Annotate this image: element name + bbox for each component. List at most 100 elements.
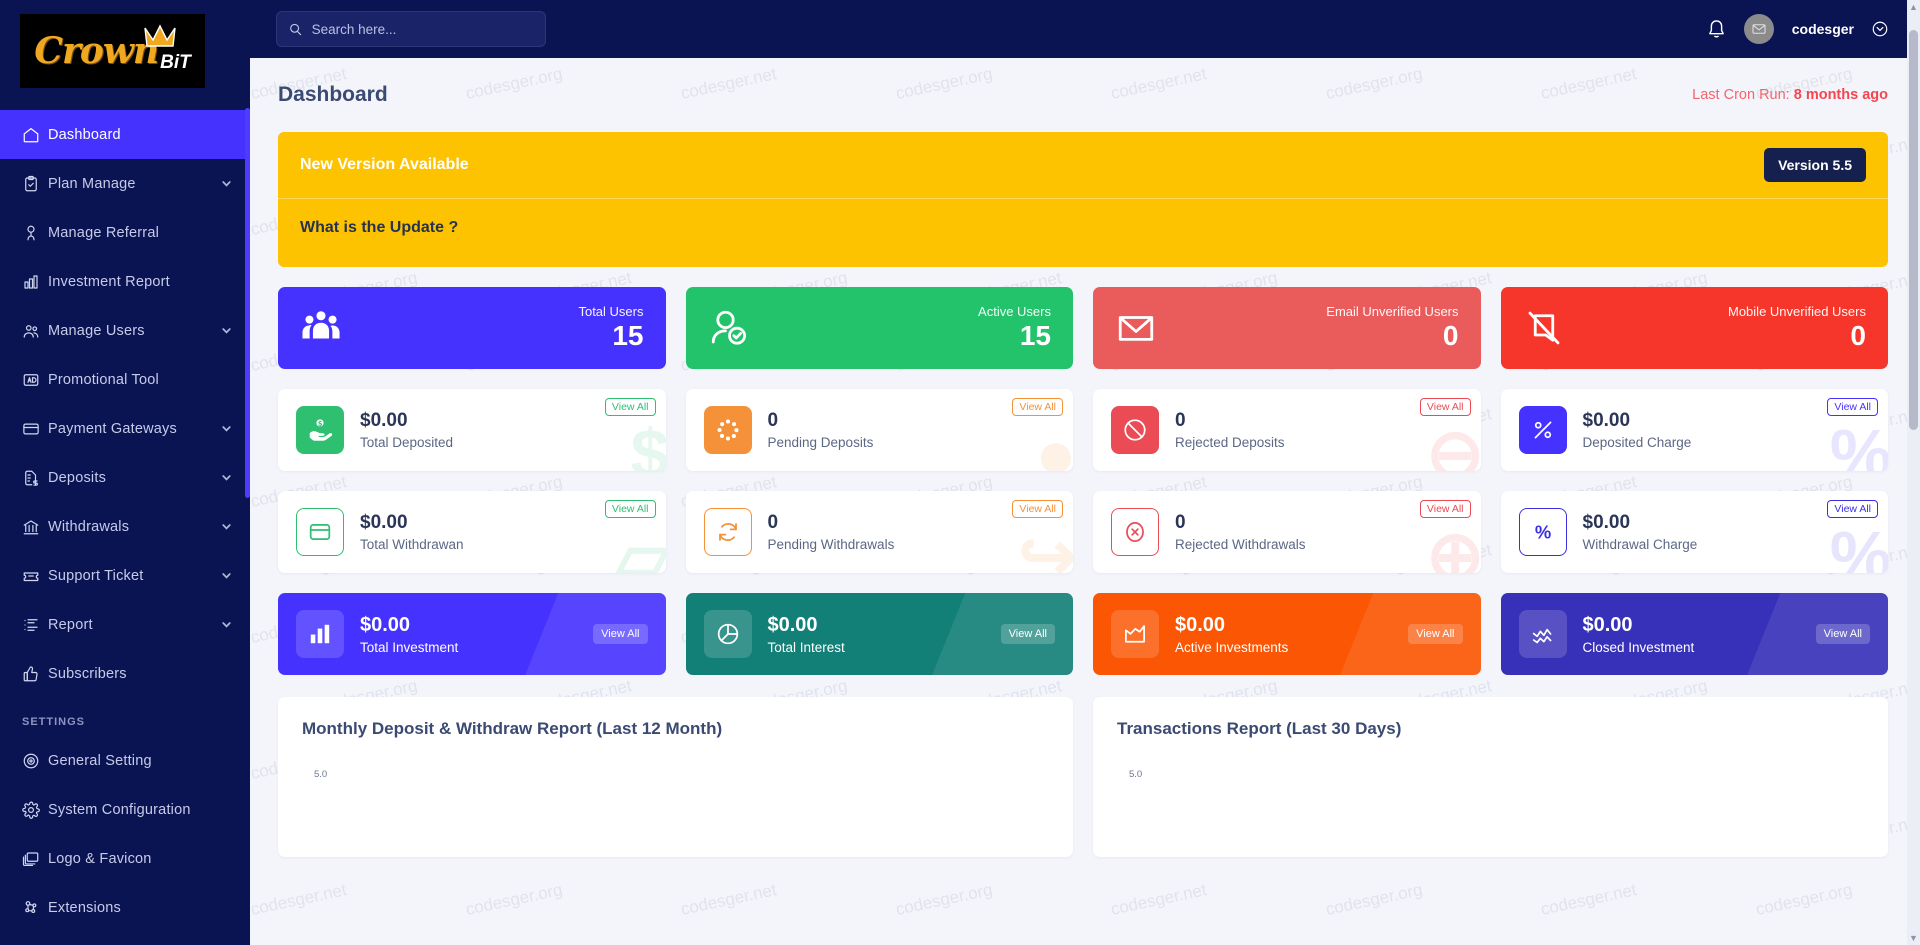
- sidebar-item-extensions[interactable]: Extensions: [0, 883, 250, 932]
- sidebar-item-promotional-tool[interactable]: Promotional Tool: [0, 355, 250, 404]
- stat-card-label: Active Investments: [1175, 640, 1289, 655]
- stat-card-mobile-unverified-users[interactable]: Mobile Unverified Users 0: [1500, 287, 1888, 369]
- stat-card-total-investment[interactable]: $0.00 Total Investment View All: [278, 593, 666, 675]
- sidebar-item-support-ticket[interactable]: Support Ticket: [0, 551, 250, 600]
- stat-card-value: 0: [767, 511, 779, 533]
- user-stats-row: Total Users 15 Active Users 15 Email Unv…: [278, 287, 1888, 369]
- group-users-icon: [300, 307, 360, 349]
- sidebar-item-label: Dashboard: [48, 126, 121, 143]
- crown-icon: [144, 24, 176, 47]
- sidebar-item-deposits[interactable]: Deposits: [0, 453, 250, 502]
- sidebar-item-label: Payment Gateways: [48, 420, 177, 437]
- view-all-button[interactable]: View All: [1419, 398, 1471, 416]
- sidebar-item-investment-report[interactable]: Investment Report: [0, 257, 250, 306]
- scroll-thumb[interactable]: [1909, 30, 1918, 430]
- stat-card-value: $0.00: [1582, 614, 1633, 636]
- stat-card-text: $0.00 Active Investments: [1175, 613, 1288, 655]
- stat-card-text: $0.00 Total Investment: [360, 613, 458, 655]
- view-all-button[interactable]: View All: [1012, 398, 1063, 416]
- cron-value: 8 months ago: [1793, 87, 1888, 103]
- stat-card-closed-investment[interactable]: $0.00 Closed Investment View All: [1500, 593, 1888, 675]
- stat-card-text: 0 Pending Deposits: [768, 410, 874, 451]
- stat-card-total-withdrawan[interactable]: ▱ $0.00 Total Withdrawan View All: [278, 491, 666, 573]
- page-title: Dashboard: [278, 83, 388, 106]
- sidebar: Crown BiT Dashboard Plan Manage Manage Ref…: [0, 0, 250, 945]
- stat-card-label: Withdrawal Charge: [1582, 537, 1698, 553]
- sidebar-item-logo-favicon[interactable]: Logo & Favicon: [0, 834, 250, 883]
- search-input[interactable]: [311, 21, 533, 37]
- chevron-down-icon[interactable]: [221, 570, 232, 581]
- stat-card-total-interest[interactable]: $0.00 Total Interest View All: [685, 593, 1073, 675]
- stat-card-withdrawal-charge[interactable]: % % $0.00 Withdrawal Charge View All: [1500, 491, 1888, 573]
- stat-card-rejected-deposits[interactable]: ⊖ 0 Rejected Deposits View All: [1093, 389, 1481, 471]
- view-all-button[interactable]: View All: [1408, 624, 1463, 644]
- stat-card-pending-withdrawals[interactable]: ↪ 0 Pending Withdrawals View All: [685, 491, 1073, 573]
- watermark-text: codesger.org: [893, 880, 995, 920]
- avatar[interactable]: [1743, 14, 1774, 44]
- scroll-down-arrow[interactable]: ▼: [1909, 933, 1918, 943]
- withdraw-stats-row: ▱ $0.00 Total Withdrawan View All ↪ 0 Pen…: [278, 491, 1888, 573]
- sidebar-item-label: Subscribers: [48, 665, 127, 682]
- stat-card-deposited-charge[interactable]: % $0.00 Deposited Charge View All: [1500, 389, 1888, 471]
- sidebar-item-plan-manage[interactable]: Plan Manage: [0, 159, 250, 208]
- stat-card-text: Active Users 15: [978, 304, 1051, 352]
- sidebar-item-general-setting[interactable]: General Setting: [0, 736, 250, 785]
- stat-card-pending-deposits[interactable]: ● 0 Pending Deposits View All: [685, 389, 1073, 471]
- chevron-down-circle-icon[interactable]: [1872, 21, 1888, 37]
- view-all-button[interactable]: View All: [604, 500, 656, 518]
- sidebar-item-label: Plan Manage: [48, 175, 136, 192]
- card-background-glyph: %: [1829, 517, 1888, 573]
- view-all-button[interactable]: View All: [1827, 500, 1878, 518]
- sidebar-item-manage-referral[interactable]: Manage Referral: [0, 208, 250, 257]
- view-all-button[interactable]: View All: [604, 398, 656, 416]
- referral-icon: [22, 224, 48, 242]
- sidebar-item-system-configuration[interactable]: System Configuration: [0, 785, 250, 834]
- view-all-button[interactable]: View All: [1419, 500, 1471, 518]
- chart-y-tick: 5.0: [1129, 769, 1143, 780]
- view-all-button[interactable]: View All: [1815, 624, 1870, 644]
- chevron-down-icon[interactable]: [221, 325, 232, 336]
- stat-card-active-investments[interactable]: $0.00 Active Investments View All: [1093, 593, 1481, 675]
- page-scrollbar[interactable]: ▲ ▼: [1907, 0, 1920, 945]
- chevron-down-icon[interactable]: [221, 423, 232, 434]
- stat-card-label: Email Unverified Users: [1326, 304, 1459, 320]
- stat-card-total-deposited[interactable]: $ $0.00 Total Deposited View All: [278, 389, 666, 471]
- sidebar-item-payment-gateways[interactable]: Payment Gateways: [0, 404, 250, 453]
- watermark-text: codesger.net: [1108, 880, 1209, 919]
- sidebar-item-label: General Setting: [48, 752, 152, 769]
- stat-card-rejected-withdrawals[interactable]: ⊕ 0 Rejected Withdrawals View All: [1093, 491, 1481, 573]
- watermark-text: codesger.org: [463, 880, 565, 920]
- view-all-button[interactable]: View All: [1827, 398, 1878, 416]
- stat-card-label: Rejected Withdrawals: [1175, 537, 1306, 553]
- sidebar-item-dashboard[interactable]: Dashboard: [0, 110, 250, 159]
- stat-card-email-unverified-users[interactable]: Email Unverified Users 0: [1093, 287, 1481, 369]
- sidebar-scrollbar[interactable]: [245, 108, 250, 498]
- sidebar-item-subscribers[interactable]: Subscribers: [0, 649, 250, 698]
- sidebar-item-report[interactable]: Report: [0, 600, 250, 649]
- search-box[interactable]: [276, 11, 546, 47]
- sidebar-item-withdrawals[interactable]: Withdrawals: [0, 502, 250, 551]
- bell-icon[interactable]: [1707, 19, 1726, 40]
- chevron-down-icon[interactable]: [221, 472, 232, 483]
- stat-card-active-users[interactable]: Active Users 15: [685, 287, 1073, 369]
- card-background-glyph: ⊖: [1425, 415, 1481, 471]
- chevron-down-icon[interactable]: [221, 178, 232, 189]
- deposit-stats-row: $ $0.00 Total Deposited View All ● 0 Pend…: [278, 389, 1888, 471]
- stat-card-value: 0: [1175, 511, 1186, 533]
- stat-card-label: Active Users: [978, 304, 1051, 320]
- sidebar-item-label: Support Ticket: [48, 567, 144, 584]
- chevron-down-icon[interactable]: [221, 521, 232, 532]
- chevron-down-icon[interactable]: [221, 619, 232, 630]
- brand-logo[interactable]: Crown BiT: [0, 0, 250, 110]
- zigzag-icon: [1518, 610, 1567, 658]
- sidebar-item-manage-users[interactable]: Manage Users: [0, 306, 250, 355]
- stat-card-total-users[interactable]: Total Users 15: [278, 287, 666, 369]
- chart-card-2: Transactions Report (Last 30 Days) 5.0: [1093, 697, 1888, 857]
- version-badge[interactable]: Version 5.5: [1764, 148, 1866, 182]
- view-all-button[interactable]: View All: [1000, 624, 1055, 644]
- view-all-button[interactable]: View All: [1012, 500, 1063, 518]
- stat-card-value: 0: [767, 409, 779, 431]
- view-all-button[interactable]: View All: [593, 624, 648, 644]
- watermark-text: codesger.org: [1753, 880, 1855, 920]
- scroll-up-arrow[interactable]: ▲: [1909, 2, 1918, 12]
